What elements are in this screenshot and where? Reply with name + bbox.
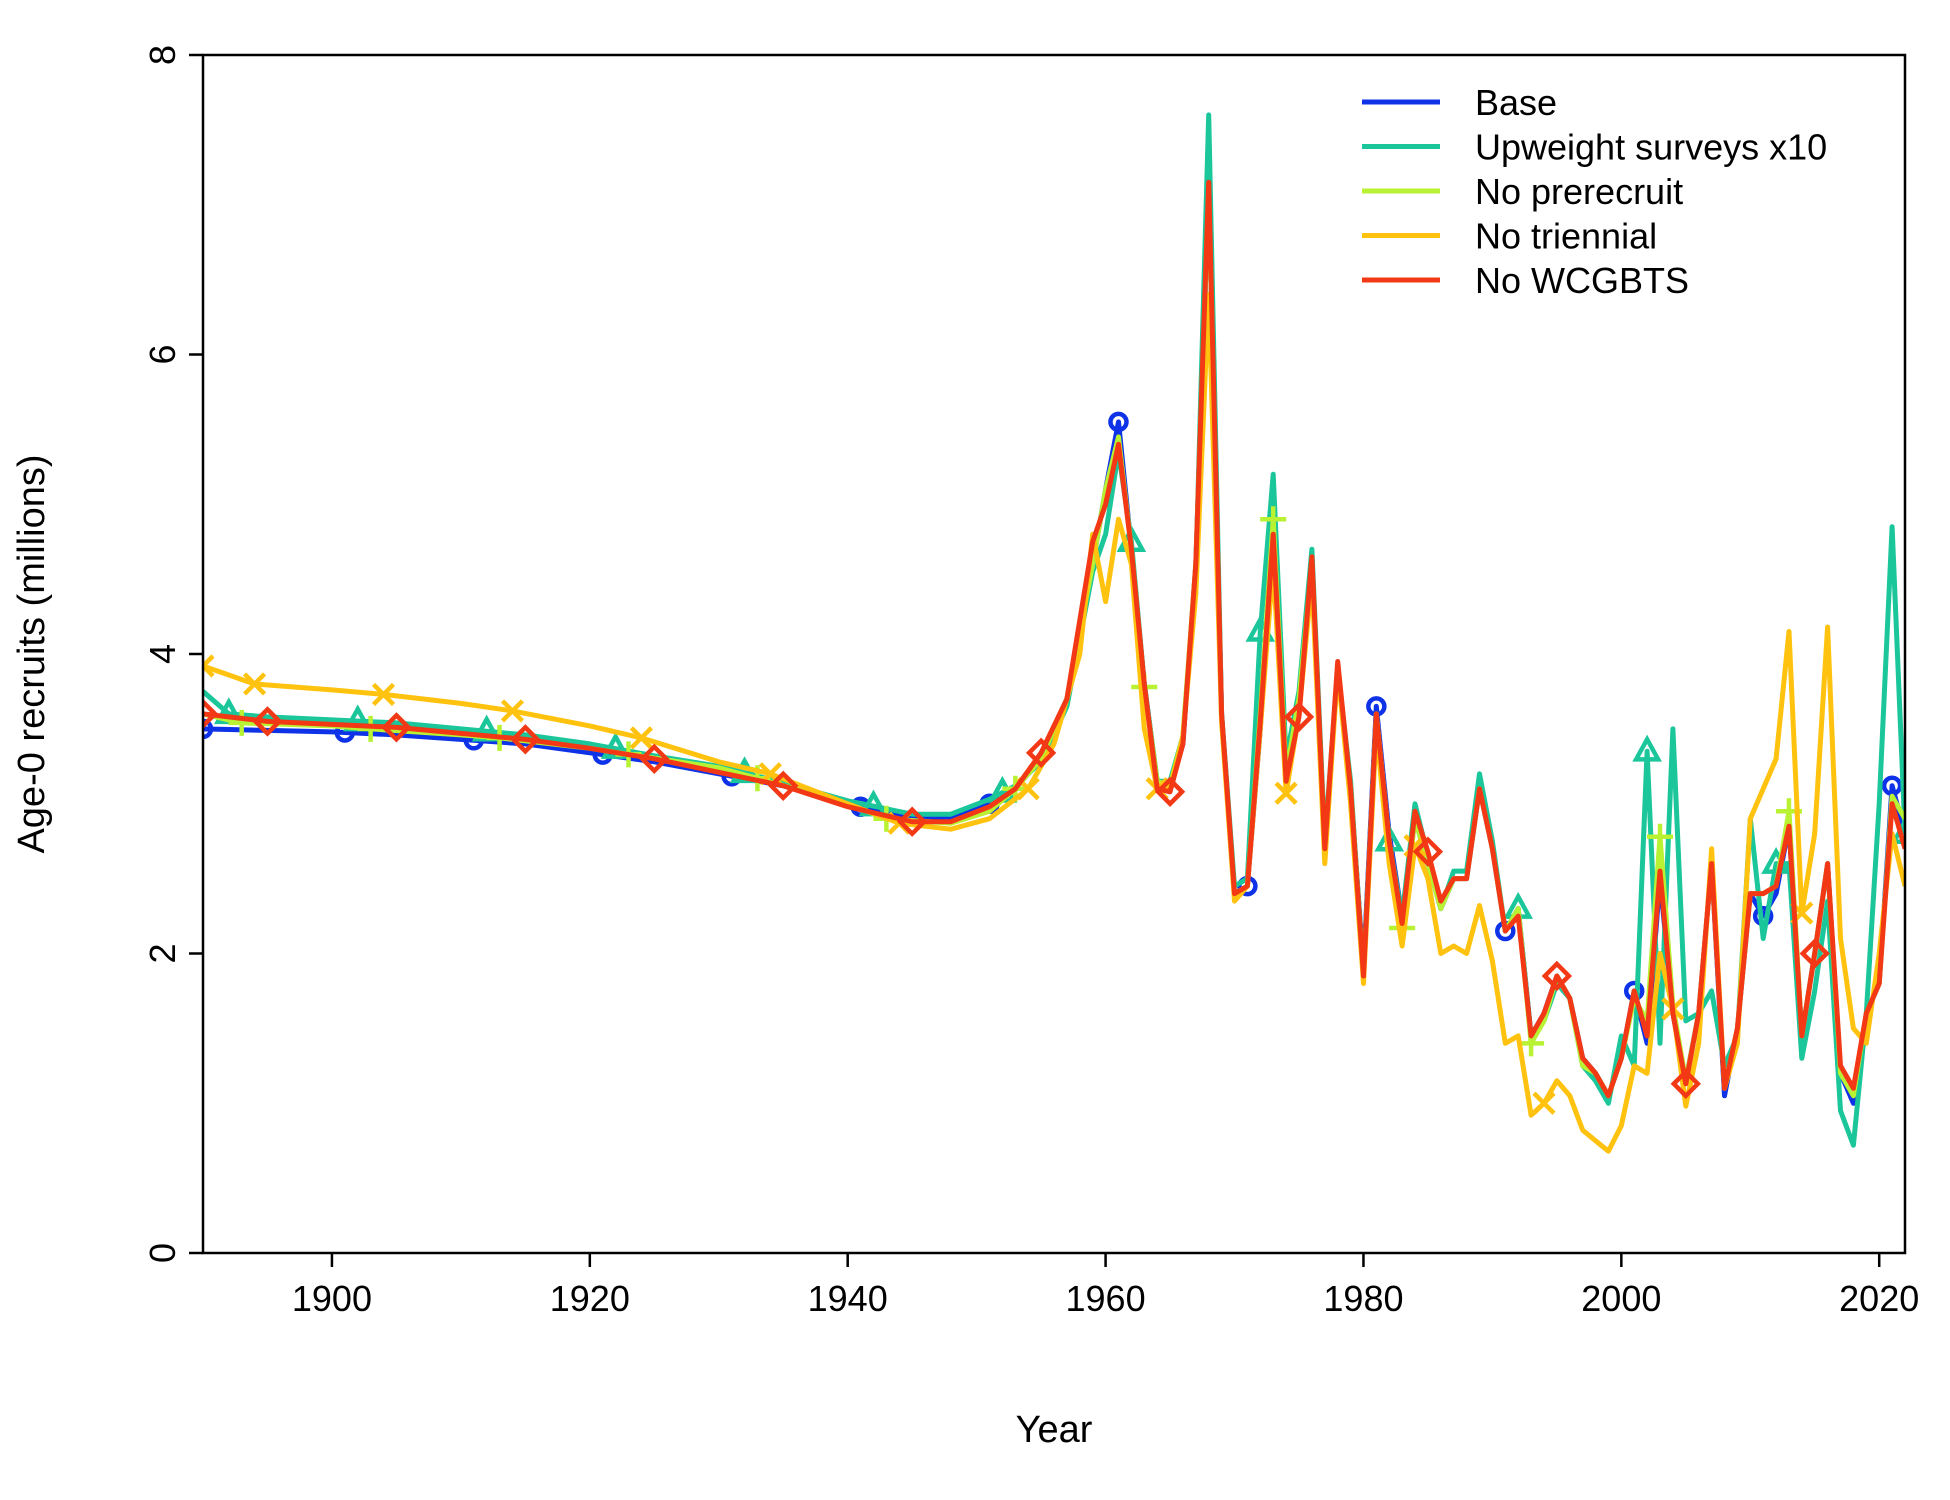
series-marker-base: [1108, 411, 1129, 433]
x-axis: 1900 1920 1940 1960 1980 2000 2020: [292, 1253, 1919, 1319]
series-marker-upweight-surveys-x10: [1632, 734, 1662, 762]
y-tick-label: 6: [142, 344, 183, 364]
series-marker-no-triennial: [1532, 1091, 1556, 1115]
series-marker-upweight-surveys-x10: [600, 731, 631, 759]
x-tick-label: 1960: [1066, 1278, 1146, 1319]
y-axis: 0 2 4 6 8: [142, 45, 203, 1263]
legend-label-no-prerecruit: No prerecruit: [1475, 171, 1683, 212]
y-tick-label: 2: [142, 943, 183, 963]
series-marker-no-wcgbts: [896, 806, 928, 837]
series-marker-no-wcgbts: [203, 698, 219, 730]
series-marker-no-wcgbts: [1670, 1068, 1701, 1099]
series-line-no-wcgbts: [203, 179, 1905, 1099]
y-tick-label: 4: [142, 644, 183, 664]
series-marker-no-wcgbts: [639, 743, 670, 775]
series-marker-no-wcgbts: [1541, 960, 1573, 992]
legend-label-base: Base: [1475, 82, 1557, 123]
series-marker-base: [203, 718, 214, 740]
series-marker-no-triennial: [629, 726, 653, 750]
series-marker-no-wcgbts: [252, 706, 283, 737]
x-tick-label: 1980: [1323, 1278, 1403, 1319]
series-marker-no-prerecruit: [228, 709, 255, 736]
y-axis-label: Age-0 recruits (millions): [11, 454, 53, 853]
y-tick-label: 8: [142, 45, 183, 65]
series-marker-no-prerecruit: [1647, 823, 1674, 850]
series-marker-no-wcgbts: [510, 724, 541, 755]
legend-label-no-wcgbts: No WCGBTS: [1475, 260, 1689, 301]
x-axis-label: Year: [1016, 1409, 1093, 1451]
series-marker-no-wcgbts: [1025, 737, 1057, 769]
x-tick-label: 1900: [292, 1278, 372, 1319]
series-layer: [203, 112, 1905, 1154]
x-tick-label: 1920: [550, 1278, 630, 1319]
series-marker-no-wcgbts: [1412, 836, 1444, 867]
legend-label-upweight-surveys-x10: Upweight surveys x10: [1475, 127, 1827, 168]
legend-label-no-triennial: No triennial: [1475, 216, 1657, 257]
series-marker-no-wcgbts: [1799, 938, 1830, 969]
series-marker-no-triennial: [371, 682, 396, 707]
series-marker-base: [1881, 775, 1903, 797]
y-tick-label: 0: [142, 1243, 183, 1263]
series-marker-no-triennial: [203, 654, 215, 678]
series-marker-no-triennial: [1274, 781, 1298, 805]
x-tick-label: 2020: [1839, 1278, 1919, 1319]
x-tick-label: 1940: [808, 1278, 888, 1319]
series-no-wcgbts: [203, 179, 1905, 1099]
series-marker-no-wcgbts: [768, 770, 799, 801]
series-marker-no-triennial: [500, 699, 525, 723]
series-marker-no-wcgbts: [1283, 701, 1315, 733]
series-marker-no-triennial: [242, 672, 267, 696]
x-tick-label: 2000: [1581, 1278, 1661, 1319]
series-marker-no-wcgbts: [381, 712, 412, 743]
series-marker-no-prerecruit: [1260, 506, 1287, 533]
series-marker-no-wcgbts: [1154, 776, 1186, 807]
